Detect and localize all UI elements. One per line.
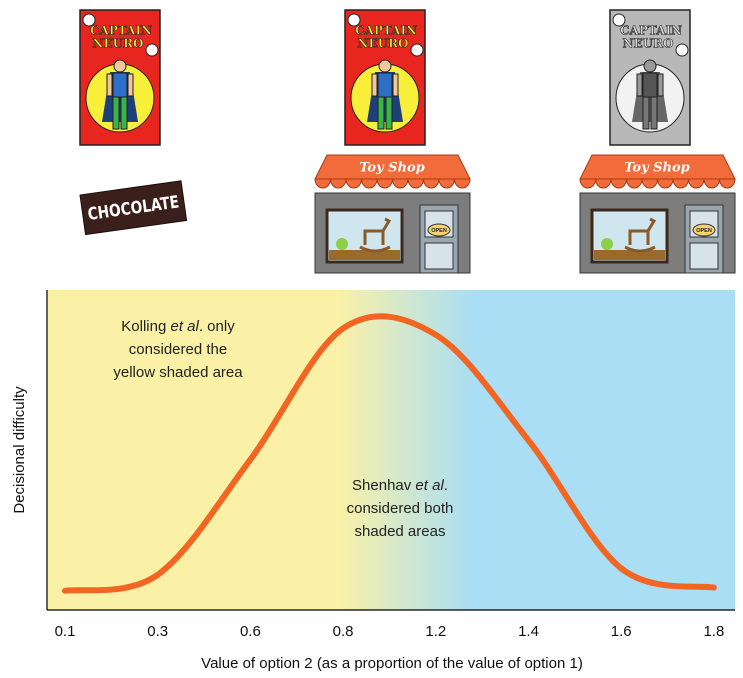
annotation-part: yellow shaded area bbox=[113, 364, 243, 381]
door-glass bbox=[690, 243, 718, 269]
annotation-part: considered both bbox=[347, 500, 454, 517]
comic-title: NEURO bbox=[92, 37, 143, 51]
hero-leg bbox=[386, 97, 392, 129]
annotation-part: . only bbox=[199, 318, 235, 335]
toy-shop: Toy Shop OPEN bbox=[315, 155, 470, 273]
awning-scallop bbox=[689, 179, 705, 188]
x-tick-label: 0.1 bbox=[55, 623, 76, 640]
figure: CAPTAINNEUROCAPTAINNEUROCAPTAINNEUROCHOC… bbox=[0, 0, 743, 678]
x-tick-label: 1.6 bbox=[611, 623, 632, 640]
awning-scallop bbox=[658, 179, 674, 188]
hero-body bbox=[643, 73, 657, 97]
hero-arm bbox=[637, 74, 642, 96]
awning-scallop bbox=[720, 179, 736, 188]
annotation: considered both bbox=[347, 500, 454, 517]
comic-title: CAPTAIN bbox=[355, 24, 417, 38]
hero-leg bbox=[378, 97, 384, 129]
awning-scallop bbox=[580, 179, 596, 188]
hero-leg bbox=[113, 97, 119, 129]
hero-body bbox=[378, 73, 392, 97]
window-shelf bbox=[594, 250, 665, 260]
hero-arm bbox=[393, 74, 398, 96]
shop-sign: Toy Shop bbox=[359, 161, 425, 176]
toy-ball bbox=[336, 238, 348, 250]
y-axis-label: Decisional difficulty bbox=[11, 386, 28, 514]
awning-scallop bbox=[331, 179, 347, 188]
awning-scallop bbox=[627, 179, 643, 188]
comic-price bbox=[411, 44, 423, 56]
illustrations: CAPTAINNEUROCAPTAINNEUROCAPTAINNEUROCHOC… bbox=[80, 10, 735, 273]
awning-scallop bbox=[346, 179, 362, 188]
annotation-part: . bbox=[444, 477, 448, 494]
toy-shop: Toy Shop OPEN bbox=[580, 155, 735, 273]
x-tick-label: 0.8 bbox=[333, 623, 354, 640]
awning-scallop bbox=[611, 179, 627, 188]
hero-arm bbox=[372, 74, 377, 96]
hero-head bbox=[379, 60, 391, 72]
awning-scallop bbox=[393, 179, 409, 188]
door-glass bbox=[425, 243, 453, 269]
open-sign: OPEN bbox=[696, 228, 712, 234]
annotation: Shenhav et al. bbox=[352, 477, 448, 494]
shop-sign: Toy Shop bbox=[624, 161, 690, 176]
awning-scallop bbox=[642, 179, 658, 188]
toy-ball bbox=[601, 238, 613, 250]
hero-arm bbox=[658, 74, 663, 96]
shaded-background bbox=[47, 290, 735, 610]
page: {"chart_data": {"type": "line", "categor… bbox=[0, 0, 743, 678]
awning-scallop bbox=[362, 179, 378, 188]
awning-scallop bbox=[439, 179, 455, 188]
awning-scallop bbox=[704, 179, 720, 188]
annotation: shaded areas bbox=[355, 523, 446, 540]
hero-body bbox=[113, 73, 127, 97]
awning-scallop bbox=[455, 179, 471, 188]
x-tick-label: 0.3 bbox=[147, 623, 168, 640]
annotation: Kolling et al. only bbox=[121, 318, 235, 335]
x-tick-label: 0.6 bbox=[240, 623, 261, 640]
hero-leg bbox=[643, 97, 649, 129]
hero-leg bbox=[651, 97, 657, 129]
annotation: yellow shaded area bbox=[113, 364, 243, 381]
hero-arm bbox=[107, 74, 112, 96]
annotation-part: shaded areas bbox=[355, 523, 446, 540]
hero-head bbox=[644, 60, 656, 72]
x-axis-label: Value of option 2 (as a proportion of th… bbox=[201, 655, 583, 672]
comic-title: CAPTAIN bbox=[620, 24, 682, 38]
comic-title: CAPTAIN bbox=[90, 24, 152, 38]
annotation: considered the bbox=[129, 341, 227, 358]
chocolate-bar: CHOCOLATE bbox=[80, 181, 187, 235]
awning-scallop bbox=[315, 179, 331, 188]
hero-arm bbox=[128, 74, 133, 96]
open-sign: OPEN bbox=[431, 228, 447, 234]
awning-scallop bbox=[408, 179, 424, 188]
comic-price bbox=[146, 44, 158, 56]
x-tick-label: 1.8 bbox=[703, 623, 724, 640]
annotation-part: et al bbox=[415, 477, 444, 494]
window-shelf bbox=[329, 250, 400, 260]
comic-title: NEURO bbox=[357, 37, 408, 51]
awning-scallop bbox=[377, 179, 393, 188]
hero-leg bbox=[121, 97, 127, 129]
x-tick-label: 1.4 bbox=[518, 623, 539, 640]
annotation-part: considered the bbox=[129, 341, 227, 358]
annotation-part: Shenhav bbox=[352, 477, 415, 494]
x-tick-label: 1.2 bbox=[425, 623, 446, 640]
annotation-part: Kolling bbox=[121, 318, 170, 335]
awning-scallop bbox=[424, 179, 440, 188]
awning-scallop bbox=[673, 179, 689, 188]
annotation-part: et al bbox=[170, 318, 199, 335]
comic-price bbox=[676, 44, 688, 56]
hero-head bbox=[114, 60, 126, 72]
awning-scallop bbox=[596, 179, 612, 188]
comic-title: NEURO bbox=[622, 37, 673, 51]
